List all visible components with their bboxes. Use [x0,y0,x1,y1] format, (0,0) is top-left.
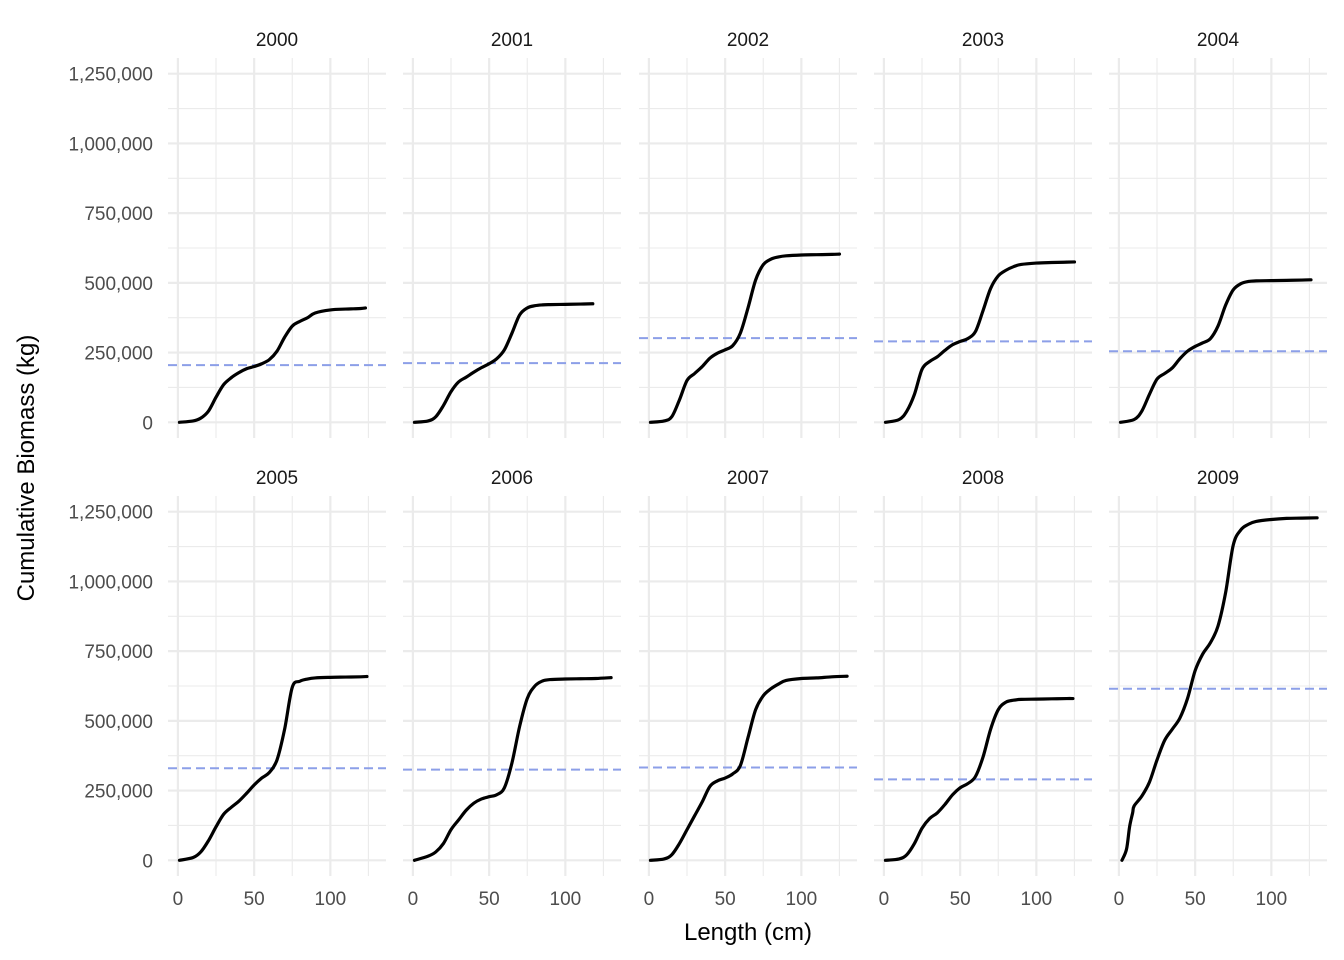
facet-label-2008: 2008 [962,468,1004,489]
x-tick-label: 100 [315,889,347,910]
facet-panel-2006: 2006 [403,468,621,876]
facet-panel-2009: 2009 [1109,468,1327,876]
facet-label-2004: 2004 [1197,30,1240,51]
cumulative-biomass-line-2003 [883,260,1077,424]
cumulative-biomass-line-2005 [177,674,369,862]
y-tick-label: 1,250,000 [68,503,153,524]
x-tick-label: 100 [786,889,818,910]
facet-panel-2007: 2007 [639,468,857,876]
facet-panel-2000: 2000 [168,30,386,438]
y-tick-label: 750,000 [84,204,153,225]
x-tick-label: 50 [1185,889,1206,910]
x-axis-tick-labels: 0 50 100 0 50 100 0 50 100 0 50 100 0 50 100 [173,889,1288,910]
x-tick-label: 100 [550,889,582,910]
facet-panel-2008: 2008 [874,468,1092,876]
y-tick-label: 250,000 [84,344,153,365]
facet-label-2009: 2009 [1197,468,1239,489]
facet-panel-2002: 2002 [639,30,857,438]
facet-panel-2004: 2004 [1109,30,1327,438]
cumulative-biomass-line-2001 [412,302,595,424]
x-axis-title: Length (cm) [684,919,812,946]
cumulative-biomass-line-2007 [648,674,849,862]
x-tick-label: 50 [479,889,500,910]
facet-label-2002: 2002 [727,30,769,51]
y-tick-label: 500,000 [84,712,153,733]
x-tick-label: 100 [1256,889,1288,910]
facet-panel-2005: 2005 [168,468,386,876]
x-tick-label: 0 [408,889,419,910]
x-tick-label: 0 [173,889,184,910]
facet-label-2005: 2005 [256,468,298,489]
cumulative-biomass-line-2000 [177,306,368,424]
y-tick-label: 0 [142,413,153,434]
y-tick-label: 1,250,000 [68,65,153,86]
facet-label-2001: 2001 [491,30,533,51]
x-tick-label: 50 [950,889,971,910]
cumulative-biomass-line-2009 [1120,516,1319,862]
y-tick-label: 500,000 [84,274,153,295]
facet-label-2006: 2006 [491,468,533,489]
y-tick-label: 1,000,000 [68,134,153,155]
y-tick-label: 1,000,000 [68,572,153,593]
cumulative-biomass-line-2006 [412,676,613,862]
y-axis-title: Cumulative Biomass (kg) [13,335,40,602]
cumulative-biomass-line-2002 [648,252,842,424]
cumulative-biomass-line-2008 [883,696,1075,862]
y-tick-label: 750,000 [84,642,153,663]
facet-label-2000: 2000 [256,30,298,51]
x-tick-label: 50 [244,889,265,910]
facet-panels: 2000 2001 2002 2003 2004 2005 2006 2007 2008 2009 [168,30,1327,876]
facet-panel-2001: 2001 [403,30,621,438]
x-tick-label: 0 [1114,889,1125,910]
y-tick-label: 250,000 [84,782,153,803]
x-tick-label: 50 [715,889,736,910]
facet-label-2003: 2003 [962,30,1004,51]
x-tick-label: 0 [644,889,655,910]
cumulative-biomass-line-2004 [1118,278,1313,424]
y-axis-tick-labels: 0 250,000 500,000 750,000 1,000,000 1,250,000… [68,65,153,873]
x-tick-label: 100 [1021,889,1053,910]
y-tick-label: 0 [142,851,153,872]
x-tick-label: 0 [879,889,890,910]
facet-label-2007: 2007 [727,468,769,489]
facet-panel-2003: 2003 [874,30,1092,438]
